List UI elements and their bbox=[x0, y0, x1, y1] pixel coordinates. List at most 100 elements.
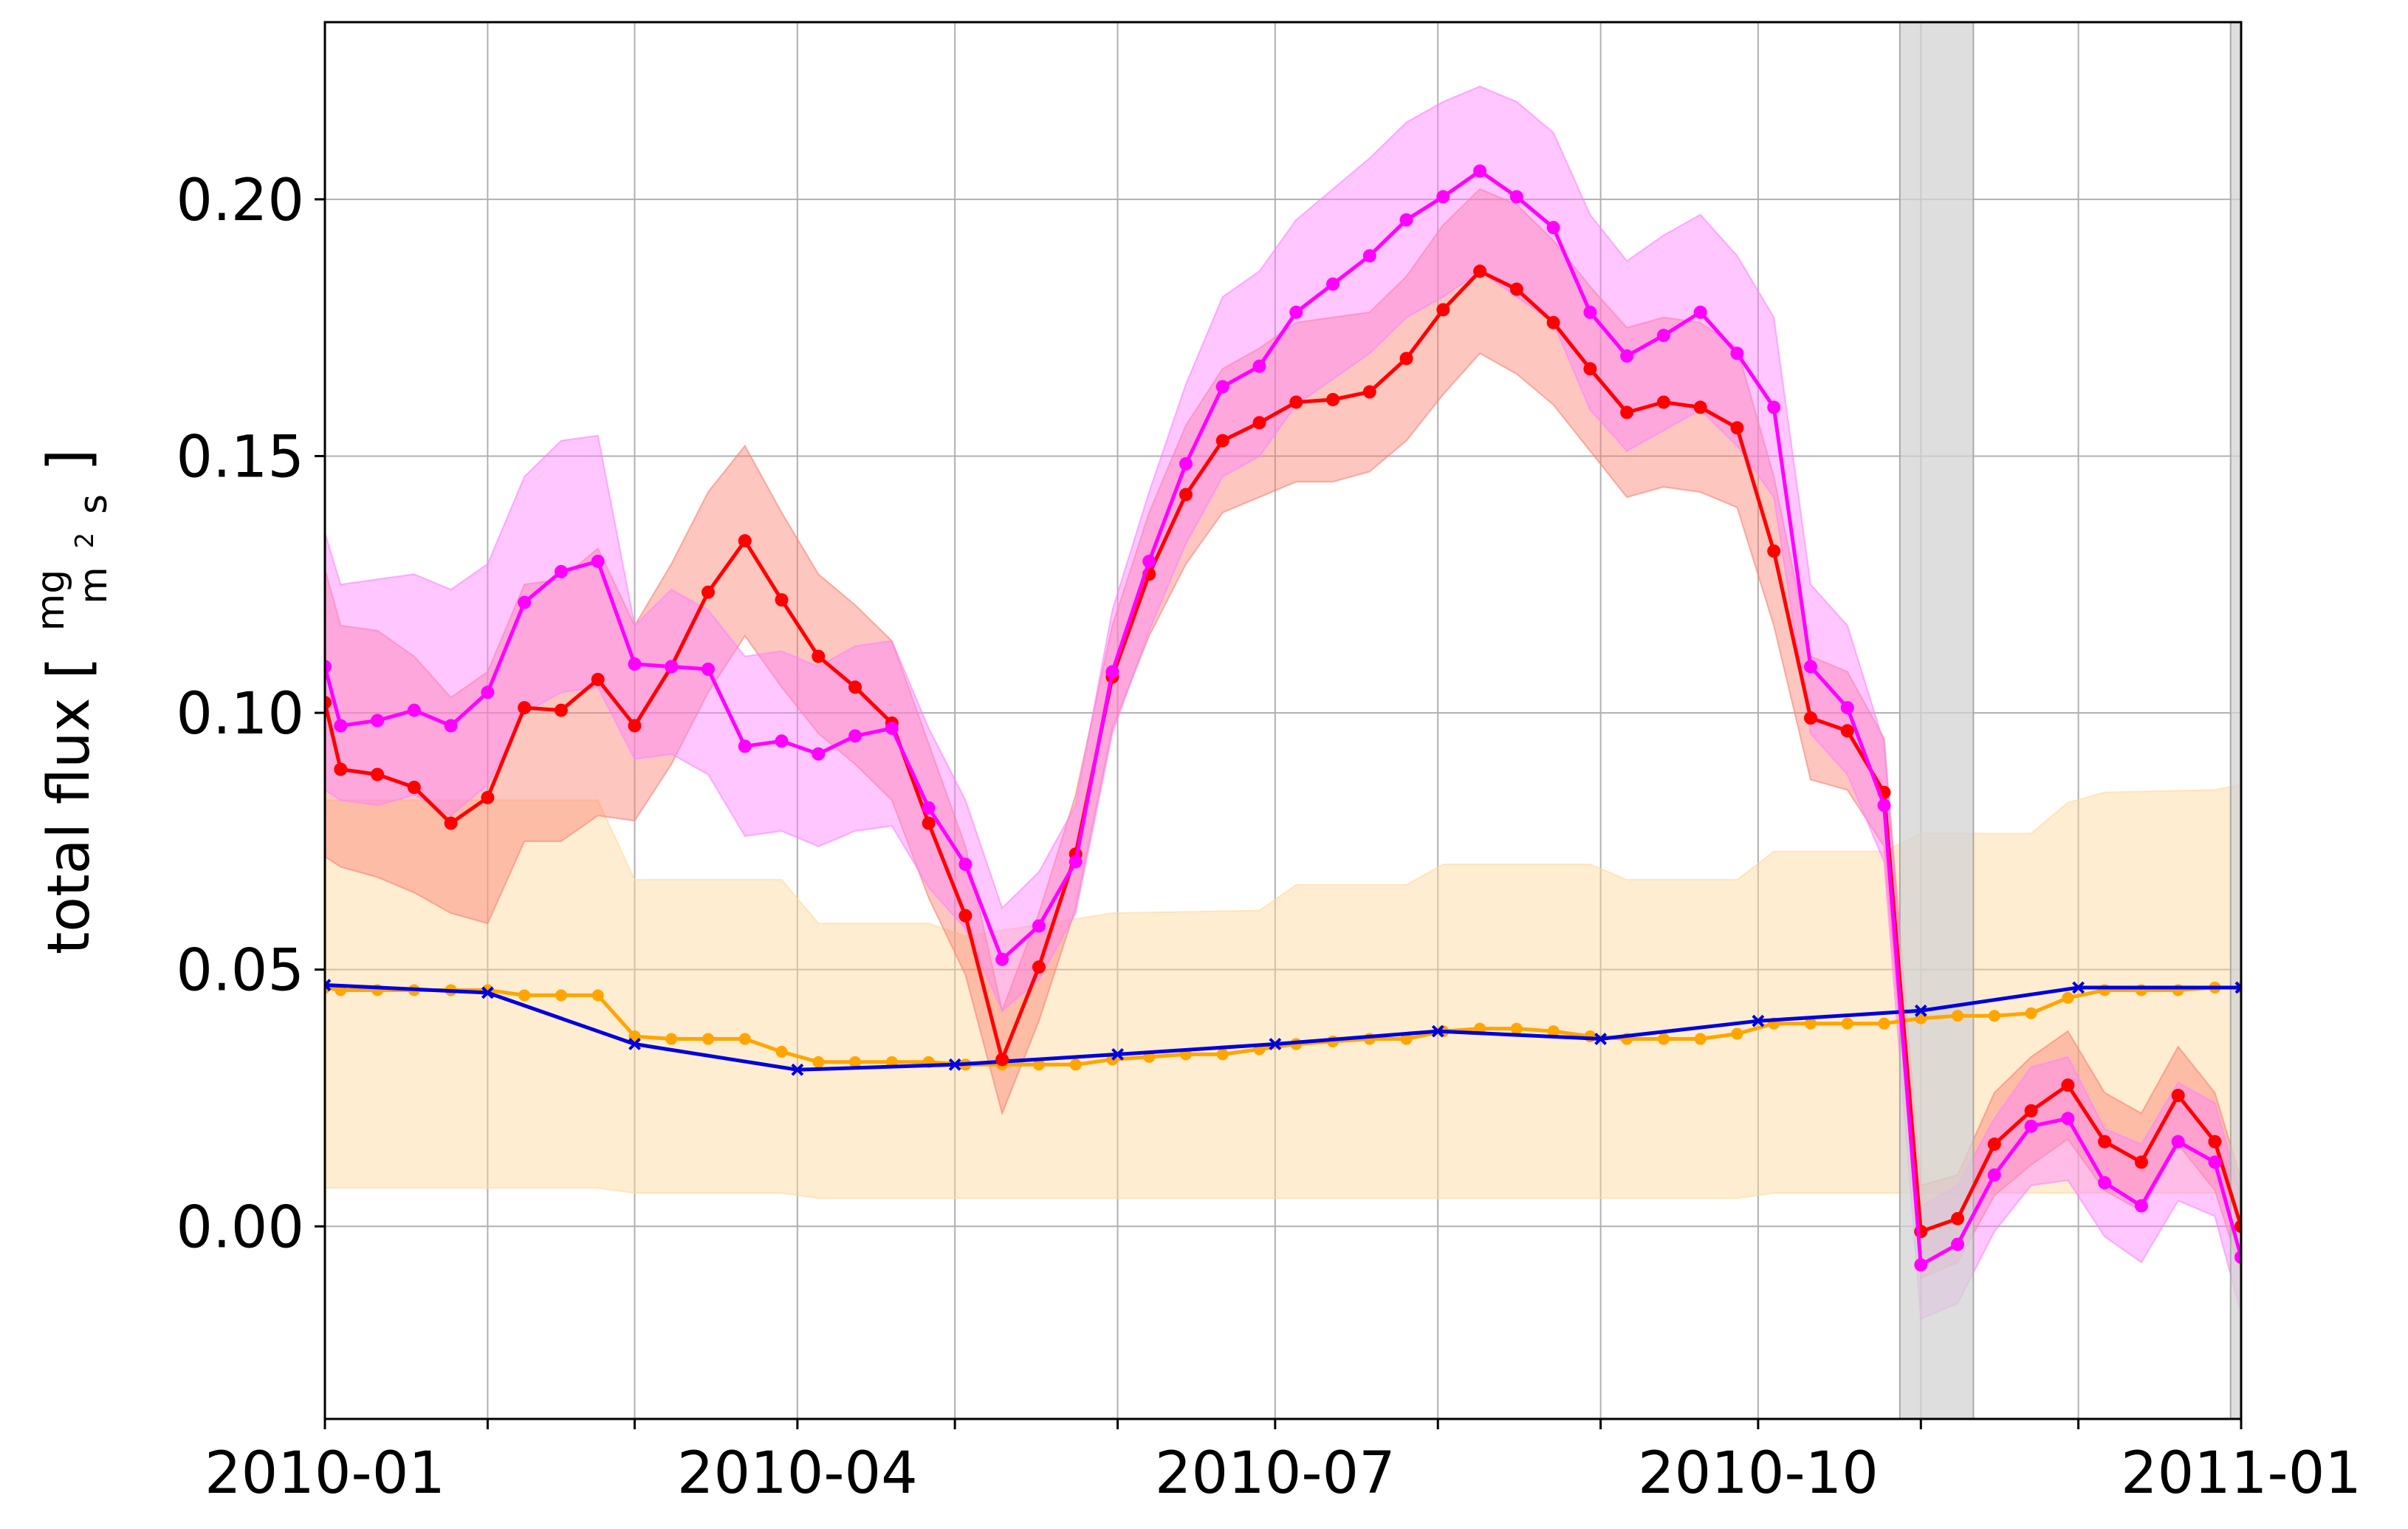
data-point-1 bbox=[1105, 665, 1119, 679]
data-point-0 bbox=[591, 672, 605, 686]
data-point-2 bbox=[702, 1033, 714, 1045]
data-point-1 bbox=[1289, 305, 1303, 319]
data-point-3 bbox=[1914, 1004, 1927, 1017]
data-point-2 bbox=[591, 989, 604, 1002]
data-point-1 bbox=[1914, 1258, 1928, 1272]
data-point-0 bbox=[1289, 395, 1303, 409]
data-point-2 bbox=[1878, 1017, 1890, 1030]
data-point-0 bbox=[444, 816, 458, 830]
data-point-1 bbox=[1252, 359, 1266, 373]
y-axis-title: total flux [ mg m 2 s ] bbox=[11, 449, 120, 955]
data-point-0 bbox=[2208, 1135, 2222, 1149]
data-point-1 bbox=[1877, 798, 1891, 813]
data-point-0 bbox=[1656, 395, 1670, 409]
data-point-0 bbox=[1693, 400, 1707, 414]
data-point-2 bbox=[812, 1056, 825, 1068]
data-point-0 bbox=[1767, 544, 1781, 558]
data-point-2 bbox=[775, 1045, 788, 1058]
data-point-1 bbox=[1730, 346, 1744, 360]
data-point-0 bbox=[371, 767, 385, 781]
data-point-2 bbox=[518, 989, 531, 1002]
data-point-0 bbox=[481, 790, 495, 804]
data-point-1 bbox=[554, 564, 568, 578]
data-point-2 bbox=[849, 1056, 862, 1068]
data-point-0 bbox=[1215, 434, 1229, 448]
data-point-1 bbox=[665, 660, 679, 674]
data-point-0 bbox=[2134, 1155, 2148, 1169]
data-point-1 bbox=[848, 729, 862, 743]
data-point-0 bbox=[1951, 1211, 1965, 1225]
plot-frame bbox=[323, 21, 2243, 1420]
data-point-1 bbox=[2171, 1135, 2185, 1149]
data-point-3 bbox=[1431, 1025, 1444, 1038]
data-point-0 bbox=[1583, 362, 1597, 376]
data-point-2 bbox=[1657, 1033, 1670, 1045]
y-axis-unit-numerator: mg bbox=[29, 569, 73, 632]
data-point-0 bbox=[554, 703, 568, 717]
axes: 2010-01 2010-04 2010-07 2010-10 2011-01 0.00 0… bbox=[176, 21, 2361, 1507]
y-tick-label: 0.15 bbox=[176, 424, 304, 490]
data-point-3 bbox=[2072, 981, 2085, 994]
data-point-3 bbox=[1269, 1038, 1282, 1050]
data-point-3 bbox=[325, 979, 332, 991]
data-point-1 bbox=[1951, 1237, 1965, 1251]
data-point-3 bbox=[1594, 1033, 1608, 1045]
data-point-2 bbox=[1841, 1017, 1853, 1030]
data-point-0 bbox=[334, 762, 348, 776]
data-point-1 bbox=[481, 685, 495, 699]
data-point-1 bbox=[1326, 277, 1340, 291]
data-point-2 bbox=[1694, 1033, 1706, 1045]
data-point-2 bbox=[555, 989, 567, 1002]
data-point-0 bbox=[325, 696, 332, 710]
data-point-0 bbox=[407, 780, 421, 794]
data-point-1 bbox=[1840, 701, 1854, 715]
data-point-3 bbox=[2234, 981, 2241, 994]
data-point-1 bbox=[1179, 456, 1193, 471]
data-point-2 bbox=[1805, 1017, 1817, 1030]
data-point-1 bbox=[1656, 329, 1670, 343]
data-point-3 bbox=[1111, 1047, 1124, 1061]
data-point-2 bbox=[1400, 1033, 1413, 1045]
y-axis-unit-denominator-tail: s bbox=[72, 494, 116, 514]
y-axis-title-suffix: ] bbox=[36, 449, 103, 471]
data-point-1 bbox=[1473, 164, 1487, 178]
y-tick-label: 0.10 bbox=[176, 681, 304, 748]
data-point-0 bbox=[2098, 1135, 2112, 1149]
data-point-1 bbox=[922, 801, 936, 815]
data-point-0 bbox=[2061, 1078, 2075, 1092]
data-point-0 bbox=[2234, 1220, 2241, 1234]
data-point-1 bbox=[812, 747, 826, 761]
data-point-0 bbox=[2171, 1089, 2185, 1103]
y-axis-unit-denominator: m bbox=[72, 567, 116, 604]
data-point-0 bbox=[628, 719, 642, 733]
data-point-2 bbox=[738, 1033, 751, 1045]
data-point-1 bbox=[2208, 1155, 2222, 1169]
uncertainty-band-0 bbox=[325, 188, 2241, 1279]
data-point-1 bbox=[1767, 400, 1781, 414]
data-point-1 bbox=[2098, 1176, 2112, 1190]
data-point-1 bbox=[591, 554, 605, 568]
data-point-1 bbox=[702, 662, 715, 676]
data-point-2 bbox=[1032, 1058, 1045, 1071]
data-point-1 bbox=[444, 719, 458, 733]
data-point-1 bbox=[1032, 919, 1046, 933]
data-point-1 bbox=[1362, 249, 1376, 263]
data-point-1 bbox=[738, 739, 752, 753]
data-point-3 bbox=[628, 1038, 641, 1050]
data-point-0 bbox=[1252, 416, 1266, 430]
y-axis-unit-exponent: 2 bbox=[70, 533, 100, 549]
uncertainty-band-2 bbox=[325, 784, 2241, 1200]
data-point-0 bbox=[1436, 303, 1450, 317]
data-point-0 bbox=[1804, 711, 1818, 725]
data-point-1 bbox=[1987, 1168, 2001, 1182]
data-point-2 bbox=[1988, 1010, 2000, 1022]
x-tick-label: 2011-01 bbox=[2121, 1440, 2361, 1507]
data-point-0 bbox=[1620, 406, 1634, 420]
y-axis-title-prefix: total flux [ bbox=[36, 657, 103, 954]
x-tick-label: 2010-01 bbox=[205, 1440, 445, 1507]
data-point-2 bbox=[1547, 1025, 1560, 1038]
data-point-1 bbox=[1399, 213, 1413, 227]
data-point-1 bbox=[2024, 1119, 2038, 1133]
data-point-2 bbox=[1952, 1010, 1964, 1022]
data-point-0 bbox=[812, 649, 826, 663]
